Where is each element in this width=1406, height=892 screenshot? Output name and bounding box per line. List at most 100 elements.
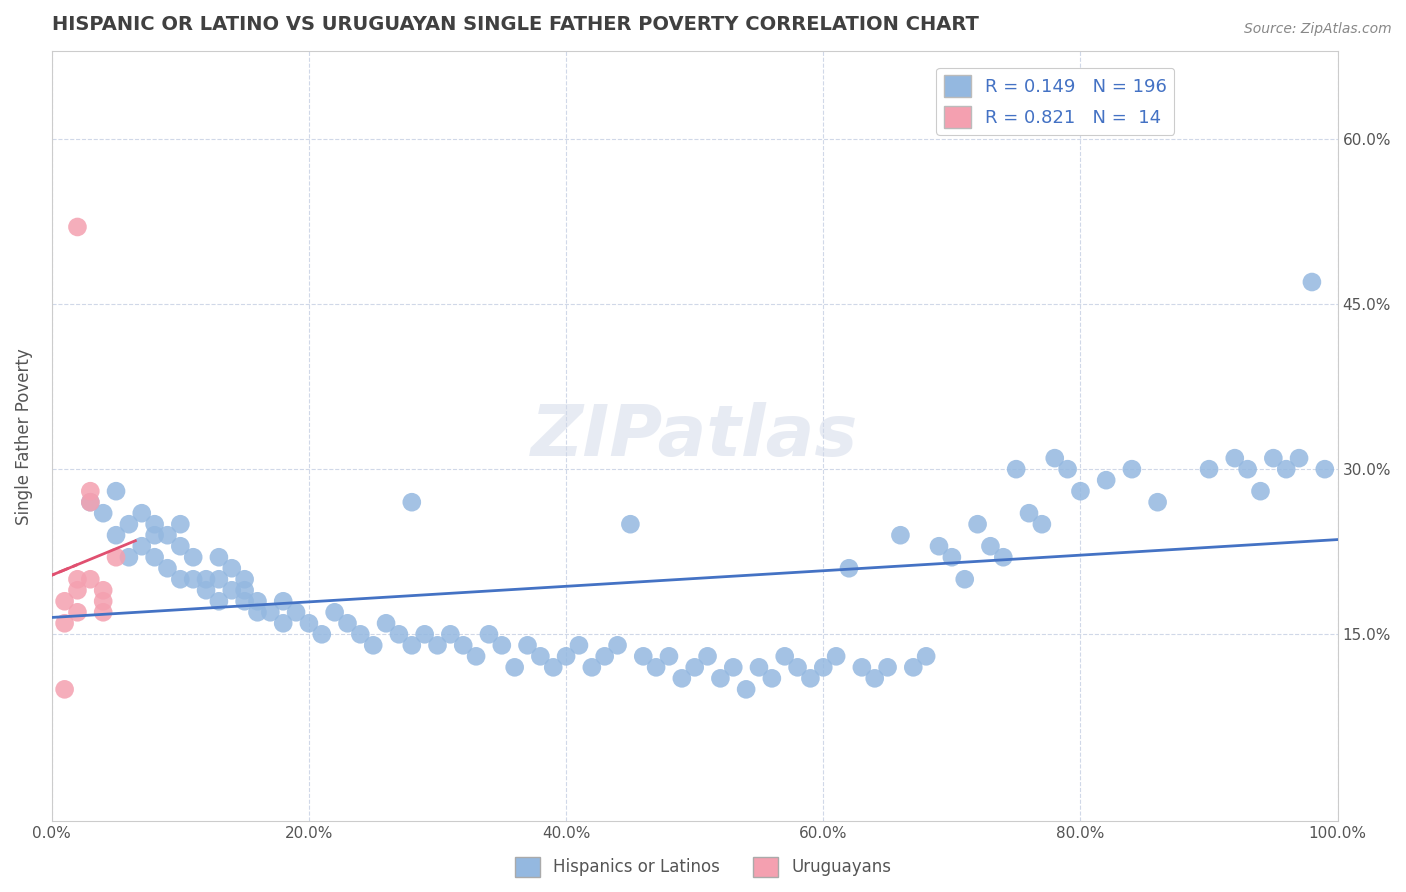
- Point: [838, 561, 860, 575]
- Point: [169, 539, 191, 553]
- Point: [1069, 484, 1091, 499]
- Point: [91, 605, 114, 619]
- Point: [825, 649, 848, 664]
- Point: [79, 495, 101, 509]
- Point: [336, 616, 359, 631]
- Point: [131, 506, 153, 520]
- Point: [66, 219, 89, 234]
- Point: [53, 682, 76, 697]
- Point: [1018, 506, 1040, 520]
- Point: [131, 539, 153, 553]
- Point: [555, 649, 578, 664]
- Point: [66, 572, 89, 586]
- Point: [285, 605, 308, 619]
- Point: [451, 638, 474, 652]
- Point: [1250, 484, 1272, 499]
- Point: [465, 649, 488, 664]
- Legend: R = 0.149   N = 196, R = 0.821   N =  14: R = 0.149 N = 196, R = 0.821 N = 14: [936, 68, 1174, 135]
- Point: [993, 550, 1015, 565]
- Point: [79, 495, 101, 509]
- Point: [748, 660, 770, 674]
- Point: [645, 660, 668, 674]
- Point: [1005, 462, 1028, 476]
- Point: [1056, 462, 1078, 476]
- Point: [259, 605, 281, 619]
- Legend: Hispanics or Latinos, Uruguayans: Hispanics or Latinos, Uruguayans: [508, 850, 898, 884]
- Point: [169, 517, 191, 532]
- Point: [1313, 462, 1336, 476]
- Point: [541, 660, 564, 674]
- Point: [426, 638, 449, 652]
- Point: [233, 572, 256, 586]
- Point: [633, 649, 655, 664]
- Text: ZIPatlas: ZIPatlas: [531, 401, 859, 471]
- Point: [658, 649, 681, 664]
- Point: [118, 550, 141, 565]
- Point: [233, 583, 256, 598]
- Point: [619, 517, 641, 532]
- Point: [105, 528, 128, 542]
- Point: [349, 627, 371, 641]
- Point: [773, 649, 796, 664]
- Point: [979, 539, 1001, 553]
- Point: [91, 506, 114, 520]
- Point: [1288, 451, 1310, 466]
- Point: [478, 627, 501, 641]
- Point: [156, 561, 179, 575]
- Point: [723, 660, 745, 674]
- Point: [928, 539, 950, 553]
- Point: [581, 660, 603, 674]
- Point: [851, 660, 873, 674]
- Point: [671, 671, 693, 685]
- Point: [799, 671, 821, 685]
- Point: [66, 583, 89, 598]
- Point: [208, 572, 231, 586]
- Point: [593, 649, 616, 664]
- Point: [53, 594, 76, 608]
- Point: [79, 484, 101, 499]
- Point: [91, 594, 114, 608]
- Point: [1236, 462, 1258, 476]
- Point: [915, 649, 938, 664]
- Point: [735, 682, 758, 697]
- Point: [118, 517, 141, 532]
- Point: [966, 517, 988, 532]
- Point: [246, 605, 269, 619]
- Point: [1121, 462, 1143, 476]
- Point: [1275, 462, 1298, 476]
- Point: [529, 649, 551, 664]
- Point: [388, 627, 411, 641]
- Text: Source: ZipAtlas.com: Source: ZipAtlas.com: [1244, 22, 1392, 37]
- Point: [311, 627, 333, 641]
- Point: [66, 605, 89, 619]
- Point: [1301, 275, 1323, 289]
- Point: [863, 671, 886, 685]
- Point: [361, 638, 384, 652]
- Point: [169, 572, 191, 586]
- Point: [439, 627, 461, 641]
- Point: [761, 671, 783, 685]
- Point: [1043, 451, 1066, 466]
- Point: [503, 660, 526, 674]
- Point: [1146, 495, 1168, 509]
- Point: [271, 616, 294, 631]
- Point: [568, 638, 591, 652]
- Point: [786, 660, 808, 674]
- Point: [953, 572, 976, 586]
- Point: [143, 528, 166, 542]
- Point: [696, 649, 718, 664]
- Point: [246, 594, 269, 608]
- Point: [208, 594, 231, 608]
- Point: [889, 528, 911, 542]
- Point: [401, 638, 423, 652]
- Point: [375, 616, 398, 631]
- Point: [941, 550, 963, 565]
- Point: [876, 660, 898, 674]
- Point: [709, 671, 731, 685]
- Point: [1223, 451, 1246, 466]
- Point: [221, 561, 243, 575]
- Point: [233, 594, 256, 608]
- Point: [143, 550, 166, 565]
- Point: [105, 484, 128, 499]
- Point: [1095, 473, 1118, 487]
